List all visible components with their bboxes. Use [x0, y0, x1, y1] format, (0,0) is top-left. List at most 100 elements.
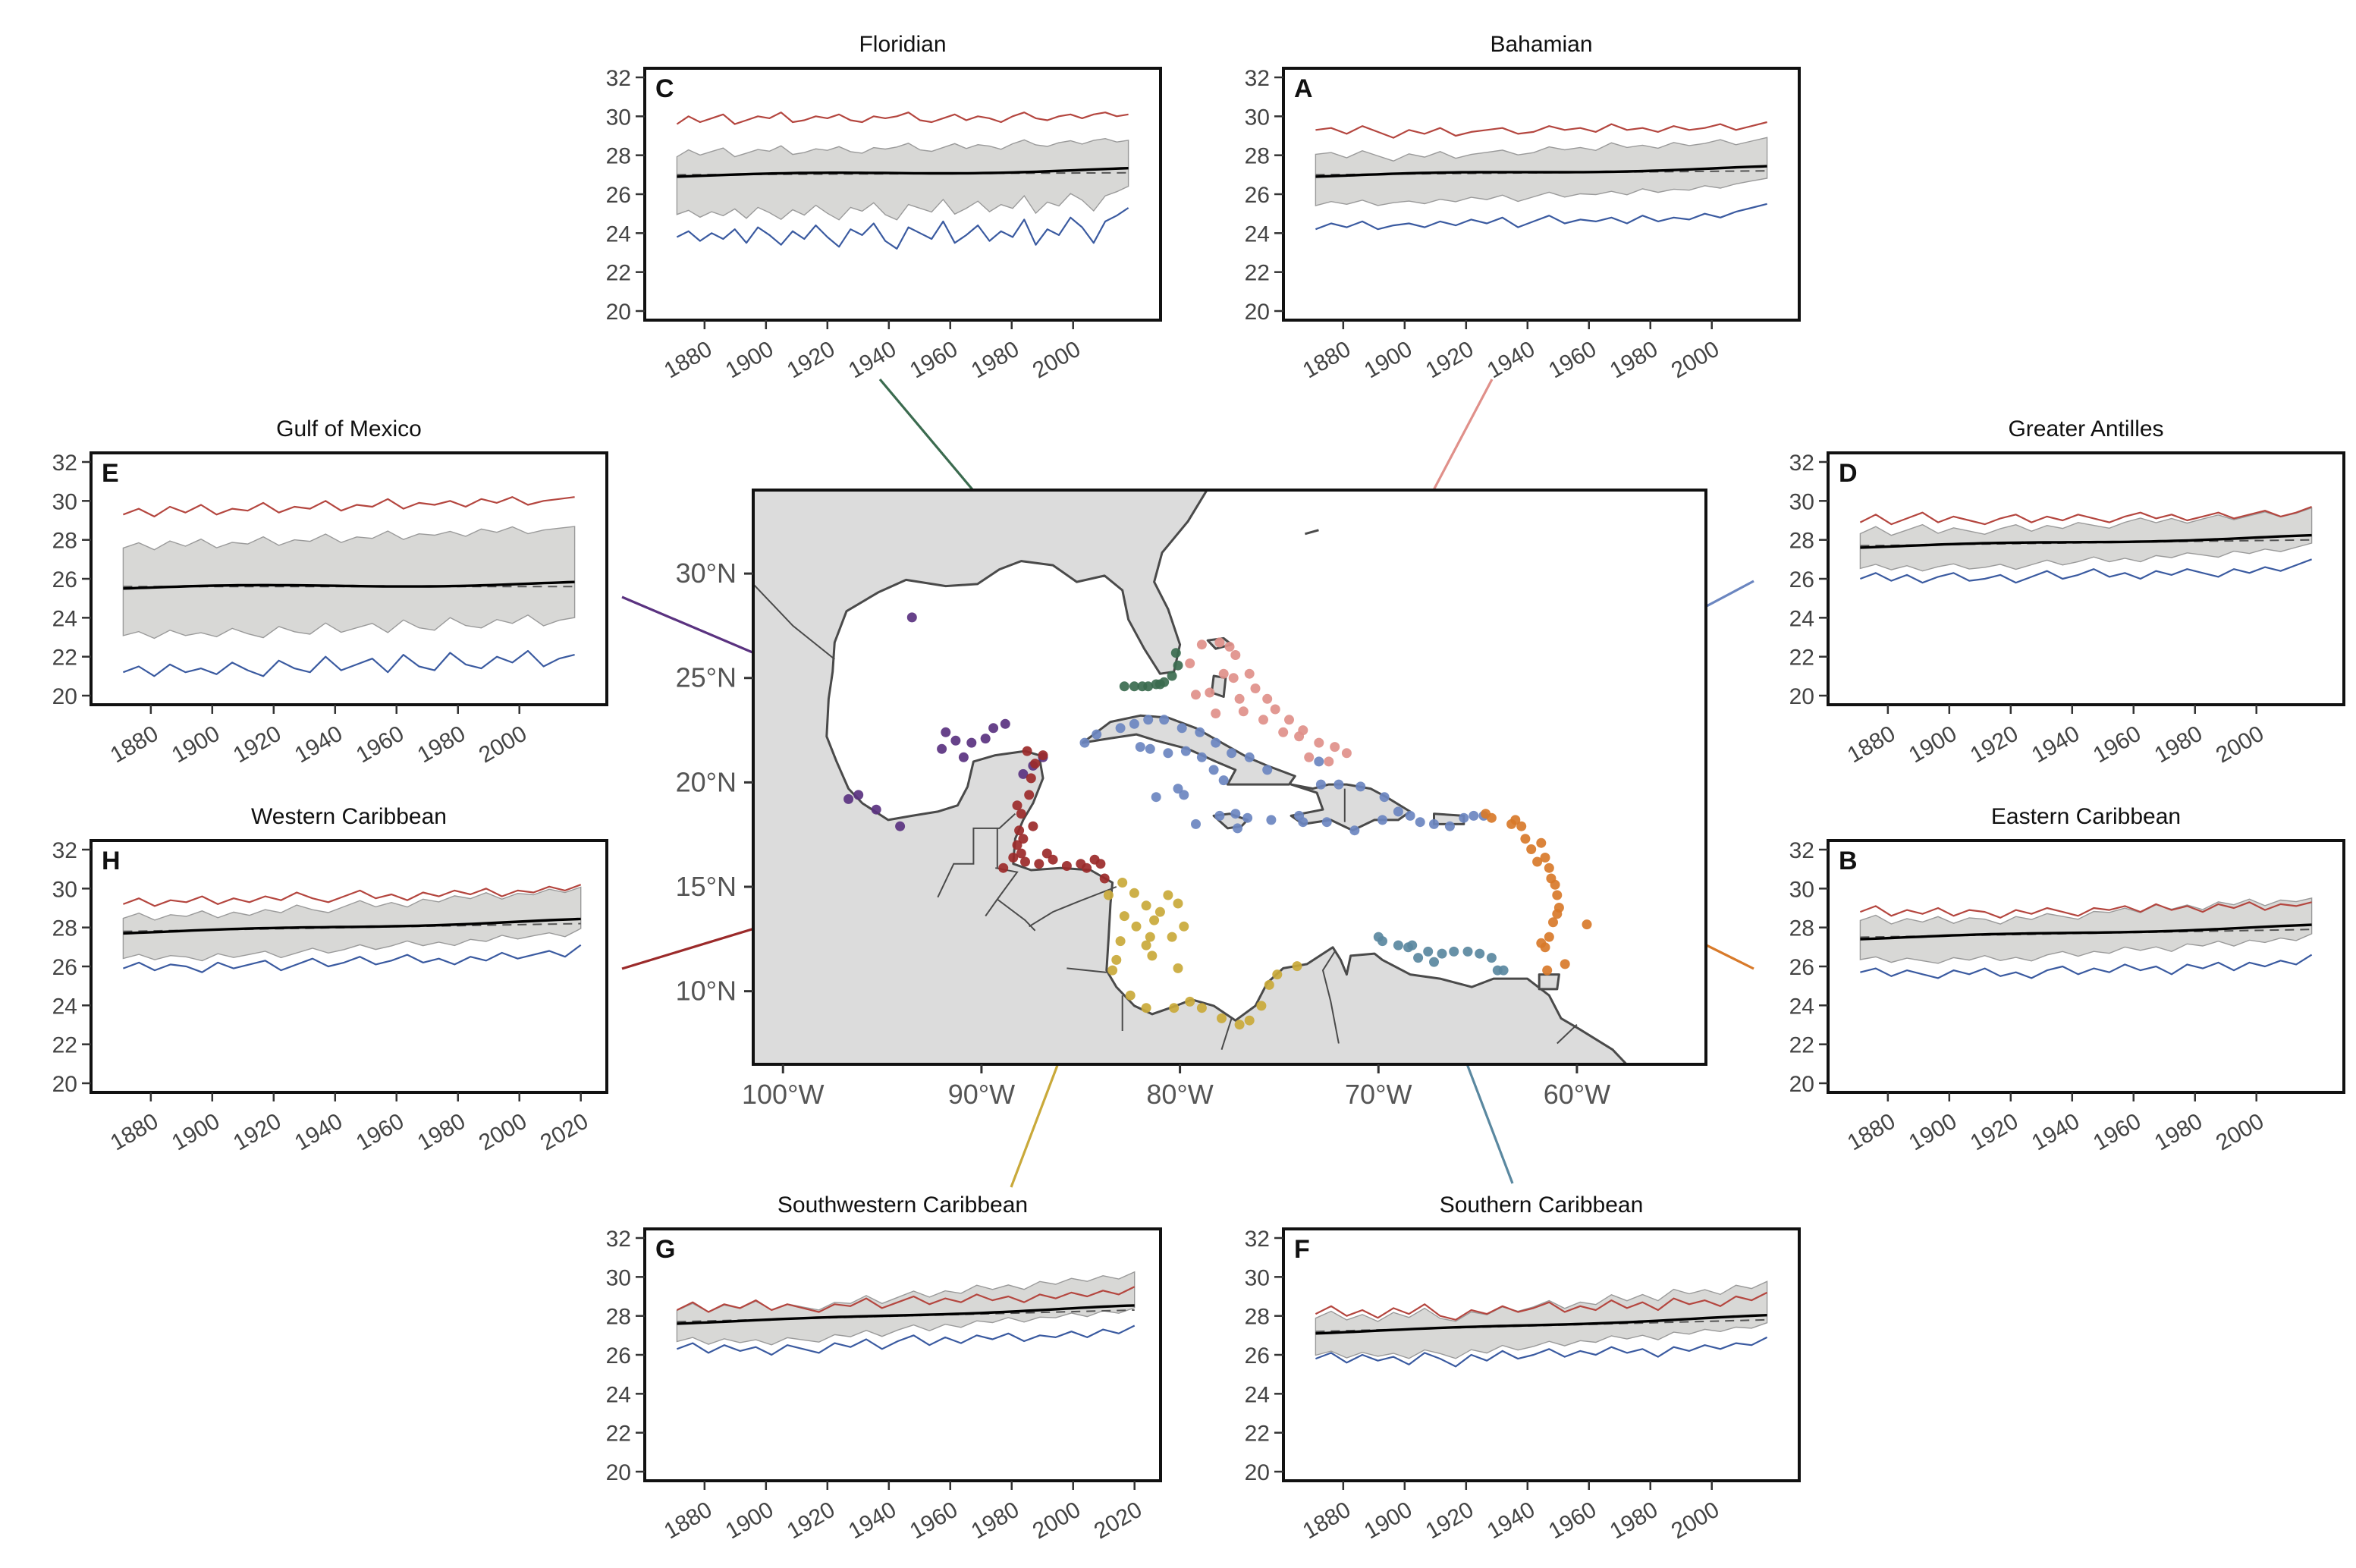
site-point-B [1552, 890, 1563, 900]
site-point-D [1444, 821, 1455, 831]
site-point-A [1314, 737, 1324, 748]
site-point-G [1163, 890, 1173, 900]
site-point-D [1377, 815, 1387, 825]
x-tick-label: 1980 [1606, 1497, 1662, 1544]
min-series [1315, 1336, 1768, 1368]
site-point-C [1173, 660, 1183, 671]
site-point-B [1582, 919, 1592, 930]
x-tick-label: 1980 [967, 336, 1023, 383]
x-tick-label: 2000 [475, 1108, 531, 1155]
site-point-G [1264, 979, 1274, 990]
site-point-F [1377, 936, 1387, 947]
y-tick-label: 22 [606, 261, 631, 286]
x-tick-label: 1880 [1843, 1108, 1899, 1155]
panel-F: Southern Caribbean F 20 22 24 26 28 30 32 1880 190… [1245, 1192, 1801, 1544]
x-tick-label: 1920 [783, 336, 839, 383]
y-tick-label: 32 [606, 1227, 631, 1252]
site-point-F [1423, 946, 1434, 957]
y-tick-label: 24 [52, 994, 77, 1019]
x-tick-label: 1940 [1483, 1497, 1539, 1544]
y-tick-label: 26 [1789, 567, 1814, 592]
border-honduras-salvador [997, 898, 1036, 932]
y-tick-label: 20 [1789, 1072, 1814, 1097]
y-tick-label: 32 [1789, 838, 1814, 863]
site-point-D [1227, 748, 1237, 759]
x-tick-label: 1920 [229, 1108, 285, 1155]
x-tick-label: 1940 [2028, 721, 2084, 768]
mean-line [677, 1304, 1135, 1325]
site-point-H [1020, 856, 1030, 867]
site-point-D [1298, 817, 1308, 828]
site-point-H [1034, 859, 1044, 869]
x-tick-label: 1880 [106, 721, 162, 768]
min-series [1860, 558, 2312, 584]
range-band [122, 886, 582, 962]
site-point-F [1462, 946, 1473, 957]
x-tick-label: 1960 [906, 1497, 962, 1544]
site-point-H [1014, 825, 1025, 836]
y-tick-label: 24 [52, 606, 77, 631]
site-point-D [1230, 809, 1241, 819]
y-tick-label: 30 [52, 489, 77, 514]
range-band [676, 1271, 1136, 1346]
x-tick-label: 1980 [2150, 721, 2207, 768]
max-series [676, 112, 1129, 125]
y-tick-label: 24 [1789, 606, 1814, 631]
site-point-A [1234, 693, 1245, 704]
y-tick-label: 28 [1789, 916, 1814, 941]
y-tick-label: 28 [606, 1305, 631, 1330]
site-point-H [998, 863, 1009, 873]
site-point-C [1170, 648, 1181, 658]
site-point-G [1141, 900, 1151, 911]
site-point-D [1242, 812, 1253, 823]
x-tick-label: 1920 [229, 721, 285, 768]
range-band [1315, 1280, 1768, 1359]
panel-frame [643, 1227, 1162, 1482]
x-tick-label: 1900 [1905, 1108, 1961, 1155]
site-point-A [1304, 752, 1315, 762]
site-point-A [1262, 693, 1273, 704]
site-point-D [1244, 752, 1255, 762]
map-y-tick-label: 25°N [676, 662, 737, 693]
panel-title: Floridian [859, 32, 946, 57]
site-point-E [895, 821, 906, 831]
y-tick-label: 30 [1245, 1265, 1270, 1290]
y-tick-label: 30 [52, 877, 77, 902]
x-tick-label: 1960 [906, 336, 962, 383]
border-mexico-guatemala [937, 812, 1016, 898]
site-point-A [1278, 727, 1289, 737]
site-point-D [1314, 756, 1324, 767]
site-point-H [1018, 834, 1029, 844]
x-tick-label: 1960 [2089, 1108, 2145, 1155]
x-tick-label: 1900 [1905, 721, 1961, 768]
map-x-tick-label: 70°W [1345, 1079, 1412, 1110]
y-tick-label: 28 [606, 144, 631, 169]
site-point-D [1143, 715, 1154, 725]
site-point-G [1131, 921, 1142, 932]
panel-letter: H [102, 847, 121, 875]
site-point-D [1469, 810, 1479, 821]
y-tick-label: 24 [606, 222, 631, 247]
x-tick-label: 2000 [1667, 336, 1723, 383]
site-point-G [1169, 1003, 1180, 1013]
panel-B: Eastern Caribbean B 20 22 24 26 28 30 32 1880 1900… [1789, 804, 2345, 1155]
site-point-G [1167, 932, 1177, 942]
y-tick-label: 26 [1789, 955, 1814, 980]
border-panama-colombia [1220, 1018, 1233, 1051]
min-series [677, 1324, 1136, 1356]
site-point-E [950, 735, 961, 746]
x-tick-label: 1960 [2089, 721, 2145, 768]
site-point-C [1154, 679, 1165, 690]
y-tick-label: 22 [52, 646, 77, 671]
site-point-D [1233, 823, 1242, 834]
y-tick-label: 28 [52, 529, 77, 554]
site-point-A [1211, 709, 1221, 718]
site-point-F [1475, 948, 1485, 959]
site-point-D [1135, 742, 1145, 753]
panel-title: Eastern Caribbean [1991, 804, 2181, 829]
site-point-D [1208, 765, 1219, 775]
site-point-B [1536, 837, 1547, 848]
site-point-D [1173, 784, 1183, 794]
y-tick-label: 28 [52, 916, 77, 941]
